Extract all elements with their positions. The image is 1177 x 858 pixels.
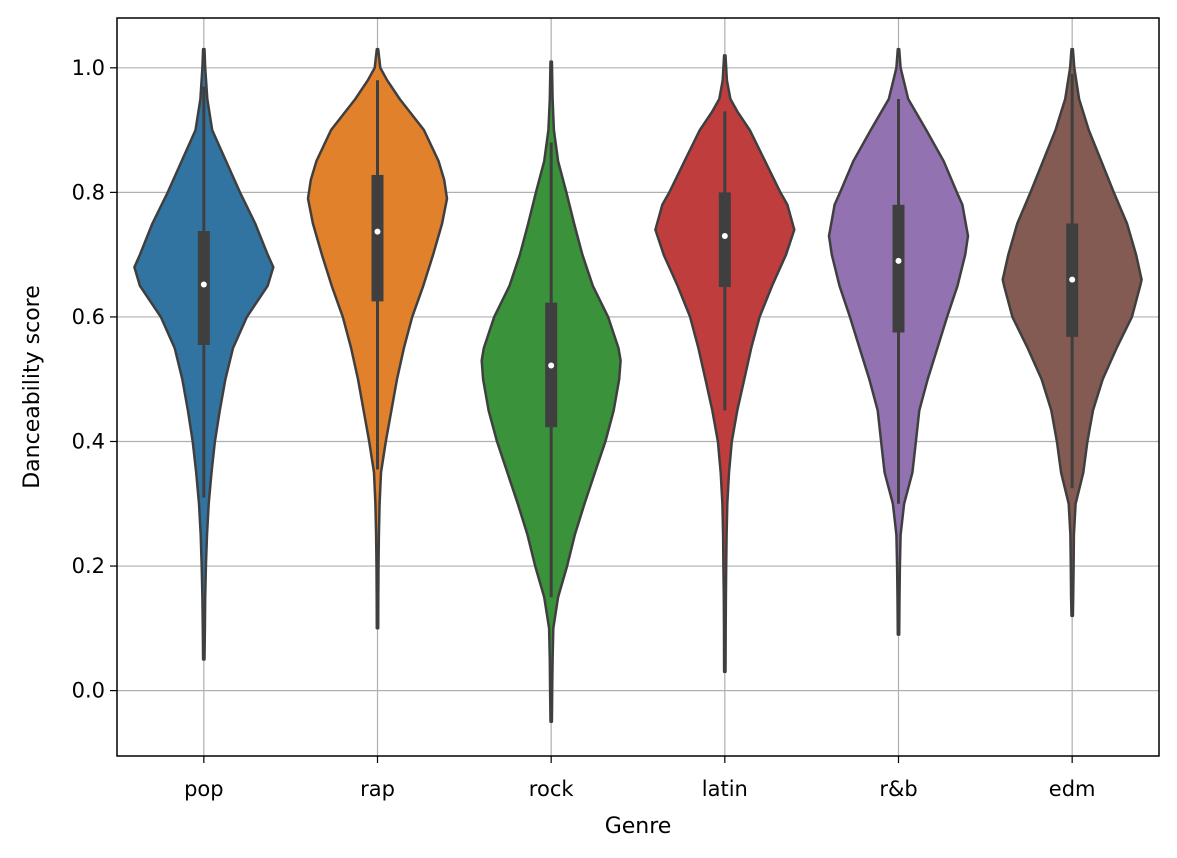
plot-frame [116,17,1160,757]
y-axis-label: Danceability score [20,285,45,489]
violin-rap [306,47,449,630]
y-tick-label: 0.2 [72,554,105,578]
x-tick-label: r&b [879,777,917,801]
axis-ticks: 0.0 0.2 0.4 0.6 0.8 1.0 pop rap rock latin r&b edm [72,56,1096,801]
median-dot [721,232,728,239]
median-dot [374,228,381,235]
x-tick-label: rap [360,777,395,801]
median-dot [895,257,902,264]
iqr-box [197,230,210,345]
y-tick-label: 0.4 [72,429,105,453]
x-tick-label: edm [1049,777,1096,801]
x-tick-label: rock [529,777,575,801]
violins [133,47,1143,723]
plot-background [117,18,1159,756]
y-tick-label: 0.6 [72,305,105,329]
violin-r-b [827,47,970,636]
violin-edm [1001,47,1143,618]
iqr-box [371,174,384,302]
median-dot [1069,276,1076,283]
y-tick-label: 1.0 [72,56,105,80]
violin-rock [480,60,622,723]
y-tick-label: 0.0 [72,679,105,703]
x-tick-label: pop [184,777,224,801]
iqr-box [892,204,905,333]
violin-pop [133,47,275,661]
median-dot [200,281,207,288]
violin-latin [654,54,796,674]
y-tick-label: 0.8 [72,180,105,204]
x-tick-label: latin [702,777,748,801]
x-axis-label: Genre [605,814,672,839]
iqr-box [718,192,731,288]
median-dot [548,362,555,369]
